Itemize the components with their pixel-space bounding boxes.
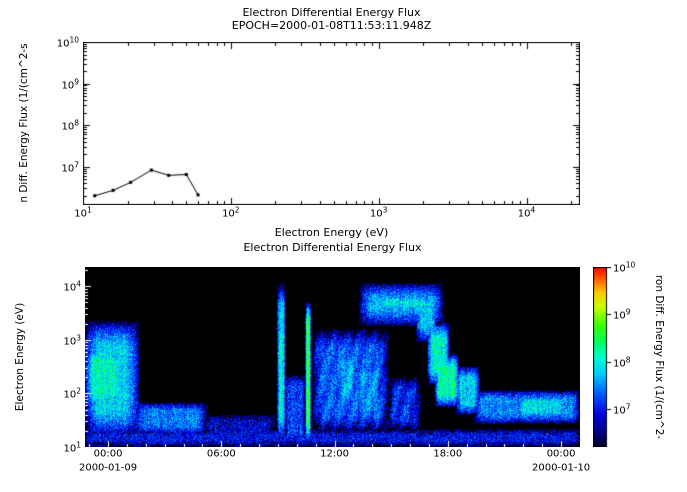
- line-x-tick-label: 104: [517, 205, 536, 220]
- date-label: 2000-01-09: [78, 462, 138, 474]
- colorbar-tick-label: 108: [613, 355, 631, 370]
- colorbar-label: ron Diff. Energy Flux (1/(cm^2-: [653, 274, 665, 440]
- line-y-tick-label: 1010: [56, 35, 79, 50]
- time-tick-label: 00:00: [546, 448, 576, 460]
- time-tick-label: 00:00: [93, 448, 123, 460]
- line-chart-title: Electron Differential Energy Flux: [242, 6, 421, 19]
- spectrogram-ylabel: Electron Energy (eV): [14, 302, 26, 412]
- spectrogram-title: Electron Differential Energy Flux: [243, 241, 422, 254]
- spectrogram-plot-area: [85, 267, 580, 447]
- colorbar-tick-label: 109: [613, 307, 631, 323]
- line-chart-subtitle: EPOCH=2000-01-08T11:53:11.948Z: [231, 19, 432, 32]
- time-tick-label: 18:00: [433, 448, 463, 460]
- spec-y-tick-label: 103: [63, 333, 81, 348]
- spec-y-tick-label: 101: [63, 440, 81, 455]
- colorbar-tick-label: 1010: [613, 260, 636, 275]
- line-x-tick-label: 103: [369, 205, 388, 220]
- line-plot-area: [83, 42, 580, 205]
- time-tick-label: 06:00: [206, 448, 236, 460]
- line-chart-xlabel: Electron Energy (eV): [274, 226, 389, 239]
- colorbar-tick-label: 107: [613, 402, 631, 417]
- line-y-tick-label: 109: [61, 76, 79, 92]
- date-label: 2000-01-10: [532, 462, 591, 474]
- line-y-tick-label: 108: [61, 118, 79, 133]
- spec-y-tick-label: 104: [63, 279, 81, 295]
- colorbar: [593, 267, 611, 447]
- spec-y-tick-label: 102: [63, 386, 81, 402]
- line-x-tick-label: 101: [74, 205, 92, 220]
- line-chart-ylabel: n Diff. Energy Flux (1/(cm^2-s: [18, 43, 30, 203]
- line-x-tick-label: 102: [222, 205, 240, 220]
- time-tick-label: 12:00: [320, 448, 349, 460]
- line-y-tick-label: 107: [61, 160, 79, 175]
